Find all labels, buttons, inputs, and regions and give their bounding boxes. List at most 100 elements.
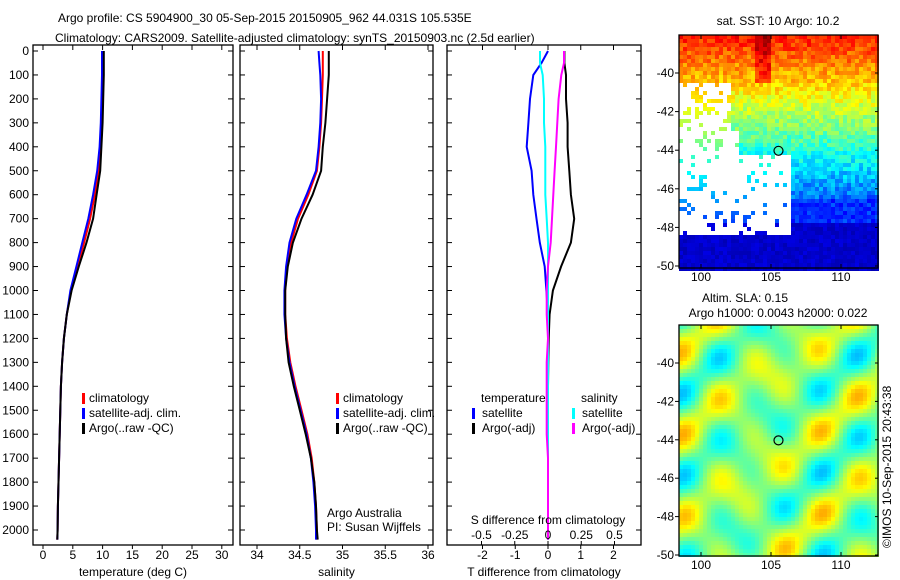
heatmap-cell — [823, 421, 827, 425]
heatmap-cell — [799, 259, 803, 263]
heatmap-cell — [783, 345, 787, 349]
heatmap-cell — [755, 449, 759, 453]
heatmap-cell — [799, 195, 803, 199]
heatmap-cell — [843, 517, 847, 521]
heatmap-cell — [839, 489, 843, 493]
heatmap-cell — [799, 111, 803, 115]
heatmap-cell — [815, 135, 819, 139]
heatmap-cell — [827, 171, 831, 175]
heatmap-cell — [739, 75, 743, 79]
heatmap-cell — [739, 537, 743, 541]
heatmap-cell — [739, 251, 743, 255]
heatmap-cell — [755, 333, 759, 337]
heatmap-cell — [715, 385, 719, 389]
heatmap-cell — [863, 231, 867, 235]
heatmap-cell — [739, 365, 743, 369]
heatmap-cell — [799, 469, 803, 473]
heatmap-cell — [719, 553, 723, 557]
heatmap-cell — [707, 71, 711, 75]
heatmap-cell — [831, 437, 835, 441]
heatmap-cell — [719, 255, 723, 259]
heatmap-cell — [867, 251, 871, 255]
heatmap-cell — [787, 357, 791, 361]
heatmap-cell — [799, 55, 803, 59]
heatmap-cell — [771, 255, 775, 259]
heatmap-cell — [811, 357, 815, 361]
heatmap-cell — [735, 517, 739, 521]
heatmap-cell — [711, 251, 715, 255]
heatmap-cell — [835, 437, 839, 441]
heatmap-cell — [735, 553, 739, 557]
heatmap-cell — [827, 405, 831, 409]
heatmap-cell — [791, 111, 795, 115]
heatmap-cell — [811, 345, 815, 349]
heatmap-cell — [703, 215, 707, 219]
heatmap-cell — [843, 413, 847, 417]
heatmap-cell — [771, 369, 775, 373]
heatmap-cell — [723, 517, 727, 521]
heatmap-cell — [827, 497, 831, 501]
heatmap-cell — [771, 151, 775, 155]
heatmap-cell — [695, 465, 699, 469]
heatmap-cell — [755, 433, 759, 437]
heatmap-cell — [739, 325, 743, 329]
heatmap-cell — [715, 75, 719, 79]
heatmap-cell — [831, 151, 835, 155]
heatmap-cell — [735, 115, 739, 119]
heatmap-cell — [719, 51, 723, 55]
heatmap-cell — [747, 123, 751, 127]
heatmap-cell — [779, 441, 783, 445]
heatmap-cell — [807, 103, 811, 107]
heatmap-cell — [807, 191, 811, 195]
heatmap-cell — [867, 87, 871, 91]
heatmap-cell — [699, 533, 703, 537]
heatmap-cell — [843, 361, 847, 365]
heatmap-cell — [719, 433, 723, 437]
heatmap-cell — [691, 235, 695, 239]
heatmap-cell — [795, 421, 799, 425]
heatmap-cell — [799, 409, 803, 413]
heatmap-cell — [827, 485, 831, 489]
heatmap-cell — [739, 259, 743, 263]
heatmap-cell — [727, 429, 731, 433]
heatmap-cell — [763, 87, 767, 91]
heatmap-cell — [807, 449, 811, 453]
heatmap-cell — [679, 517, 683, 521]
heatmap-cell — [807, 259, 811, 263]
heatmap-cell — [711, 469, 715, 473]
heatmap-cell — [771, 349, 775, 353]
heatmap-cell — [839, 413, 843, 417]
heatmap-cell — [807, 521, 811, 525]
heatmap-cell — [683, 247, 687, 251]
heatmap-cell — [751, 71, 755, 75]
heatmap-cell — [791, 139, 795, 143]
heatmap-cell — [751, 263, 755, 267]
heatmap-cell — [703, 239, 707, 243]
heatmap-cell — [731, 437, 735, 441]
heatmap-cell — [875, 139, 879, 143]
heatmap-cell — [839, 393, 843, 397]
heatmap-cell — [679, 43, 683, 47]
heatmap-cell — [679, 485, 683, 489]
heatmap-cell — [699, 365, 703, 369]
legend-swatch — [572, 408, 575, 419]
heatmap-cell — [711, 337, 715, 341]
heatmap-cell — [827, 385, 831, 389]
heatmap-cell — [771, 461, 775, 465]
heatmap-cell — [763, 441, 767, 445]
heatmap-cell — [719, 211, 723, 215]
heatmap-cell — [731, 337, 735, 341]
heatmap-cell — [791, 163, 795, 167]
heatmap-cell — [759, 131, 763, 135]
heatmap-cell — [687, 171, 691, 175]
heatmap-cell — [771, 453, 775, 457]
heatmap-cell — [719, 429, 723, 433]
legend-swatch — [336, 393, 339, 404]
heatmap-cell — [823, 429, 827, 433]
heatmap-cell — [747, 461, 751, 465]
heatmap-cell — [835, 231, 839, 235]
heatmap-cell — [839, 377, 843, 381]
heatmap-cell — [819, 167, 823, 171]
heatmap-cell — [811, 139, 815, 143]
heatmap-cell — [871, 75, 875, 79]
